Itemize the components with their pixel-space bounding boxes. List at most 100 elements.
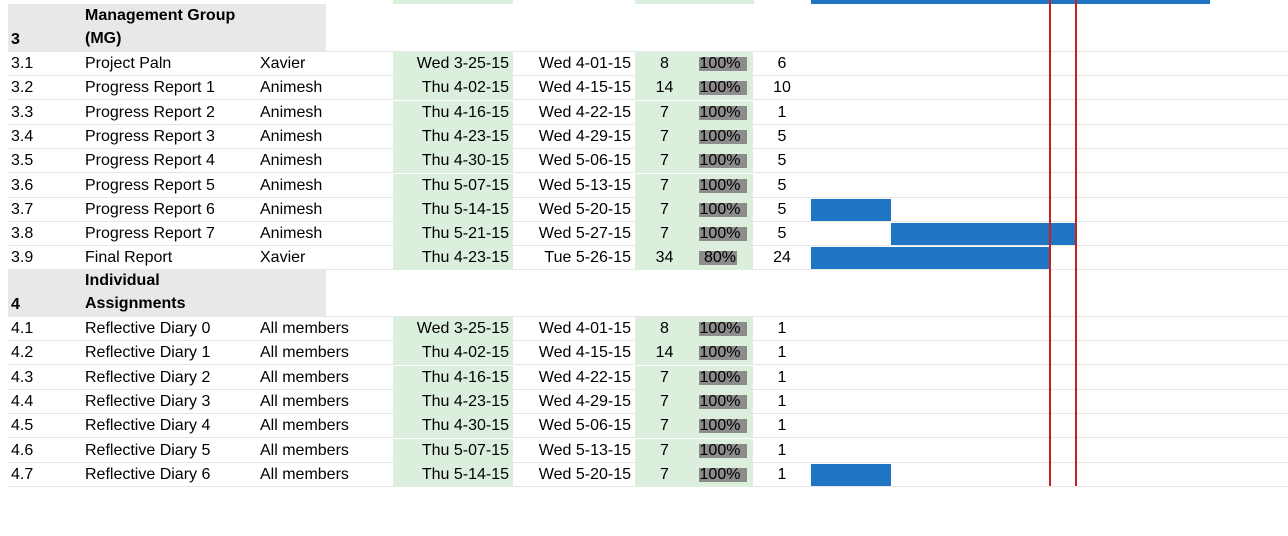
percent-complete-bar <box>699 227 747 242</box>
percent-complete-bar <box>699 419 747 434</box>
task-id: 4.5 <box>11 417 34 435</box>
task-percent-complete: 100% <box>694 389 753 414</box>
task-row[interactable]: 3.9 Final Report Xavier Thu 4-23-15 Tue 5-26… <box>8 246 1288 271</box>
task-row[interactable]: 4.1 Reflective Diary 0 All members Wed 3-25… <box>8 317 1288 341</box>
task-work-days: 1 <box>777 103 787 121</box>
task-row[interactable]: 3.7 Progress Report 6 Animesh Thu 5-14-15 We… <box>8 197 1288 222</box>
task-duration-days: 7 <box>635 462 694 487</box>
task-end-date: Wed 5-20-15 <box>538 465 631 483</box>
task-name: Reflective Diary 1 <box>85 344 211 362</box>
task-end-date: Wed 5-06-15 <box>538 417 631 435</box>
percent-complete-label: 100% <box>699 152 741 170</box>
task-name: Reflective Diary 3 <box>85 392 211 410</box>
task-row[interactable]: 3.5 Progress Report 4 Animesh Thu 4-30-15 We… <box>8 149 1288 174</box>
task-start-date: Thu 5-21-15 <box>393 222 513 247</box>
group-header-background <box>8 269 326 316</box>
group-header-background <box>8 4 326 51</box>
task-work-days: 1 <box>777 392 787 410</box>
percent-complete-bar <box>699 81 747 96</box>
task-duration-days: 8 <box>635 52 694 76</box>
percent-complete-label: 100% <box>699 368 741 386</box>
task-row[interactable]: 3.6 Progress Report 5 Animesh Thu 5-07-15 We… <box>8 173 1288 198</box>
percent-complete-bar <box>699 251 737 266</box>
group-title: Management Group (MG) <box>85 4 285 50</box>
task-start-date: Thu 4-30-15 <box>393 414 513 439</box>
task-name: Progress Report 3 <box>85 127 215 145</box>
task-end-date: Wed 5-27-15 <box>538 225 631 243</box>
task-id: 3.2 <box>11 79 34 97</box>
percent-complete-bar <box>699 322 747 336</box>
task-percent-complete: 100% <box>694 462 753 487</box>
task-duration-days: 7 <box>635 173 694 198</box>
group-title-line1: Management Group <box>85 7 236 24</box>
task-percent-complete: 100% <box>694 222 753 247</box>
task-id: 4.4 <box>11 392 34 410</box>
task-end-date: Wed 5-20-15 <box>538 200 631 218</box>
percent-complete-label: 100% <box>699 79 741 97</box>
task-start-date: Thu 4-23-15 <box>393 389 513 414</box>
percent-complete-label: 100% <box>699 200 741 218</box>
task-work-days: 1 <box>777 368 787 386</box>
task-row[interactable]: 3.1 Project Paln Xavier Wed 3-25-15 Wed 4-01… <box>8 52 1288 76</box>
task-work-days: 1 <box>777 441 787 459</box>
task-row[interactable]: 4.7 Reflective Diary 6 All members Thu 5-14… <box>8 462 1288 487</box>
task-percent-complete: 100% <box>694 76 753 101</box>
task-percent-complete: 100% <box>694 52 753 76</box>
percent-complete-bar <box>699 467 747 482</box>
task-row[interactable]: 3.4 Progress Report 3 Animesh Thu 4-23-15 We… <box>8 124 1288 149</box>
task-id: 3.4 <box>11 127 34 145</box>
task-end-date: Wed 4-15-15 <box>538 79 631 97</box>
task-row[interactable]: 4.4 Reflective Diary 3 All members Thu 4-23… <box>8 389 1288 414</box>
task-owner: Animesh <box>260 152 323 170</box>
task-work-days: 6 <box>777 55 787 72</box>
task-duration-days: 34 <box>635 246 694 271</box>
task-row[interactable]: 4.2 Reflective Diary 1 All members Thu 4-02… <box>8 341 1288 366</box>
percent-complete-label: 100% <box>699 176 741 194</box>
percent-complete-bar <box>699 394 747 409</box>
task-name: Reflective Diary 6 <box>85 465 211 483</box>
task-owner: Animesh <box>260 176 323 194</box>
task-work-days: 5 <box>777 176 787 194</box>
task-name: Progress Report 4 <box>85 152 215 170</box>
task-name: Project Paln <box>85 55 172 72</box>
prev-row-pct-fill <box>635 0 754 4</box>
task-start-date: Wed 3-25-15 <box>393 52 513 76</box>
prev-row-gantt-bar <box>811 0 1210 4</box>
task-duration-days: 14 <box>635 341 694 366</box>
task-owner: All members <box>260 368 349 386</box>
task-id: 4.2 <box>11 344 34 362</box>
group-number: 3 <box>11 31 20 48</box>
percent-complete-bar <box>699 202 747 217</box>
task-owner: Xavier <box>260 55 306 72</box>
task-end-date: Wed 4-22-15 <box>538 368 631 386</box>
task-row[interactable]: 4.6 Reflective Diary 5 All members Thu 5-07… <box>8 438 1288 463</box>
task-duration-days: 7 <box>635 124 694 149</box>
task-percent-complete: 100% <box>694 414 753 439</box>
task-row[interactable]: 4.3 Reflective Diary 2 All members Thu 4-16… <box>8 365 1288 390</box>
task-percent-complete: 100% <box>694 438 753 463</box>
task-id: 3.9 <box>11 249 34 267</box>
percent-complete-label: 80% <box>703 249 737 267</box>
percent-complete-label: 100% <box>699 225 741 243</box>
task-id: 4.1 <box>11 320 34 337</box>
task-work-days: 5 <box>777 127 787 145</box>
task-row[interactable]: 3.2 Progress Report 1 Animesh Thu 4-02-15 We… <box>8 76 1288 101</box>
task-duration-days: 7 <box>635 438 694 463</box>
task-start-date: Thu 4-02-15 <box>393 76 513 101</box>
task-row[interactable]: 4.5 Reflective Diary 4 All members Thu 4-30… <box>8 414 1288 439</box>
task-row[interactable]: 3.3 Progress Report 2 Animesh Thu 4-16-15 We… <box>8 100 1288 125</box>
percent-complete-label: 100% <box>699 417 741 435</box>
percent-complete-label: 100% <box>699 344 741 362</box>
task-id: 3.3 <box>11 103 34 121</box>
task-duration-days: 7 <box>635 414 694 439</box>
task-id: 3.6 <box>11 176 34 194</box>
task-work-days: 10 <box>773 79 791 97</box>
percent-complete-label: 100% <box>699 55 741 72</box>
task-row[interactable]: 3.8 Progress Report 7 Animesh Thu 5-21-15 We… <box>8 222 1288 247</box>
task-duration-days: 7 <box>635 197 694 222</box>
task-percent-complete: 100% <box>694 317 753 341</box>
task-start-date: Thu 4-02-15 <box>393 341 513 366</box>
task-duration-days: 7 <box>635 222 694 247</box>
task-owner: Animesh <box>260 103 323 121</box>
